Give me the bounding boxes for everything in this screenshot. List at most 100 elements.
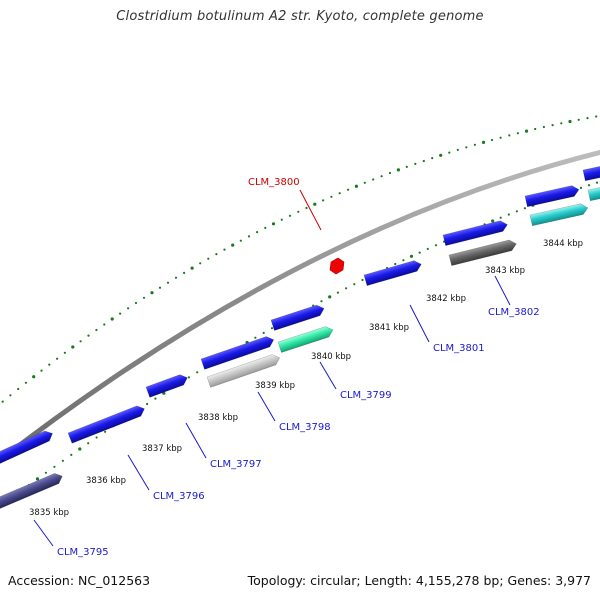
scale-tick [595, 181, 599, 184]
gene-label-clm_3800[interactable]: CLM_3800 [248, 177, 300, 188]
scale-tick [338, 192, 341, 195]
scale-tick [70, 453, 73, 456]
gene-bar-shape[interactable] [206, 353, 281, 388]
scale-tick [313, 202, 317, 206]
accession-text: Accession: NC_012563 [8, 573, 151, 588]
scale-tick [119, 312, 122, 315]
scale-tick [456, 148, 459, 151]
gene-bar[interactable] [67, 404, 146, 444]
gene-leader-line [319, 361, 337, 390]
kbp-label: 3839 kbp [255, 381, 295, 391]
highlight-marker[interactable] [329, 257, 345, 275]
gene-bar[interactable] [145, 373, 189, 398]
kbp-label: 3841 kbp [369, 323, 409, 333]
gene-bar-shape[interactable] [0, 471, 64, 511]
scale-tick [199, 262, 202, 265]
gene-bar-shape[interactable] [582, 164, 600, 182]
gene-bar-shape[interactable] [277, 325, 335, 353]
gene-bar-shape[interactable] [270, 303, 326, 331]
gene-leader-line [299, 189, 322, 231]
scale-tick [187, 376, 190, 379]
scale-tick [146, 402, 149, 406]
genome-stats-text: Topology: circular; Length: 4,155,278 bp… [247, 573, 591, 588]
gene-label-clm_3801[interactable]: CLM_3801 [433, 343, 485, 354]
gene-bar-shape[interactable] [145, 373, 189, 398]
scale-tick [134, 301, 138, 305]
gene-bar[interactable] [200, 335, 275, 370]
scale-tick [196, 371, 199, 374]
gene-label-clm_3796[interactable]: CLM_3796 [153, 491, 205, 502]
scale-tick [254, 336, 257, 339]
scale-tick [524, 129, 529, 133]
scale-tick [24, 381, 27, 384]
gene-bar-shape[interactable] [448, 239, 518, 267]
scale-tick [53, 465, 56, 468]
gene-label-clm_3797[interactable]: CLM_3797 [210, 459, 262, 470]
scale-tick [305, 206, 308, 210]
scale-tick [61, 459, 64, 462]
scale-tick [207, 257, 210, 260]
gene-bar[interactable] [587, 186, 600, 202]
gene-bar-shape[interactable] [363, 259, 423, 286]
scale-tick [9, 394, 12, 397]
gene-bar[interactable] [277, 325, 335, 353]
gene-bar[interactable] [363, 259, 423, 286]
scale-tick [388, 171, 392, 175]
gene-label-clm_3799[interactable]: CLM_3799 [340, 390, 392, 401]
scale-tick [439, 153, 443, 157]
scale-tick [586, 117, 589, 120]
genome-title: Clostridium botulinum A2 str. Kyoto, com… [116, 9, 484, 24]
gene-leader-line [33, 519, 54, 547]
scale-tick [402, 259, 405, 262]
gene-bar[interactable] [529, 202, 589, 227]
gene-bar-shape[interactable] [67, 404, 146, 444]
scale-tick [95, 328, 98, 332]
scale-tick [87, 442, 90, 445]
scale-tick [297, 210, 300, 213]
scale-tick [394, 262, 397, 266]
gene-label-clm_3795[interactable]: CLM_3795 [57, 547, 109, 558]
scale-tick [595, 115, 598, 118]
kbp-label: 3835 kbp [29, 508, 69, 518]
scale-tick [158, 286, 162, 289]
scale-tick [215, 253, 218, 256]
gene-bar-shape[interactable] [200, 335, 275, 370]
outer-scale-ring [1, 115, 598, 403]
gene-label-clm_3802[interactable]: CLM_3802 [488, 307, 540, 318]
gene-bar[interactable] [442, 219, 509, 247]
gene-bar-shape[interactable] [524, 184, 580, 208]
scale-tick [499, 136, 502, 139]
kbp-label: 3843 kbp [485, 266, 525, 276]
genome-backbone [0, 149, 600, 464]
scale-tick [262, 331, 265, 334]
scale-tick [396, 168, 400, 172]
gene-bar-shape[interactable] [529, 202, 589, 227]
scale-tick [380, 175, 383, 178]
gene-bar[interactable] [0, 471, 64, 511]
scale-tick [551, 124, 554, 127]
scale-tick [354, 184, 358, 188]
scale-tick [330, 195, 333, 198]
scale-tick [264, 226, 267, 229]
kbp-label: 3840 kbp [311, 352, 351, 362]
scale-tick [231, 243, 235, 247]
gene-bar-shape[interactable] [587, 186, 600, 202]
scale-tick [270, 327, 274, 330]
scale-tick [418, 251, 421, 254]
scale-tick [271, 222, 276, 226]
gene-leader-line [409, 304, 430, 343]
scale-tick [103, 323, 106, 326]
gene-bar-shape[interactable] [0, 428, 55, 466]
gene-bar[interactable] [524, 184, 580, 208]
gene-bar-shape[interactable] [442, 219, 509, 247]
gene-bar[interactable] [448, 239, 518, 267]
gene-bar[interactable] [582, 164, 600, 182]
gene-bar[interactable] [0, 428, 55, 466]
scale-tick [568, 119, 572, 124]
gene-label-clm_3798[interactable]: CLM_3798 [279, 422, 331, 433]
gene-bar[interactable] [270, 303, 326, 331]
scale-tick [63, 351, 66, 354]
gene-bar[interactable] [206, 353, 281, 388]
scale-tick [473, 143, 476, 146]
